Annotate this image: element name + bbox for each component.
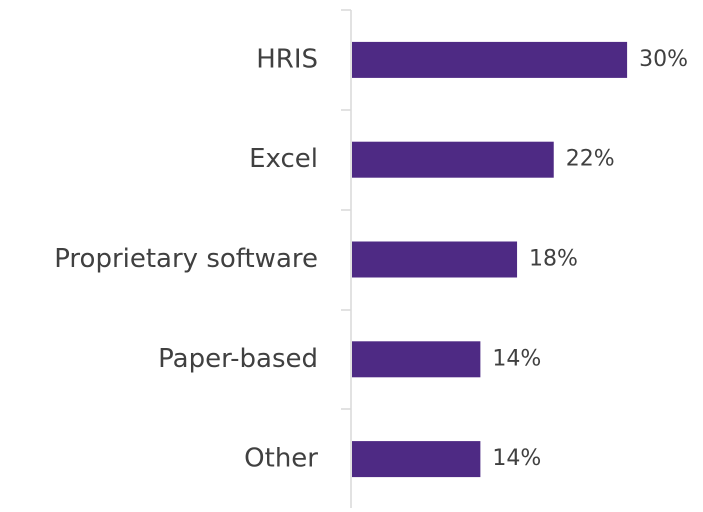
bar	[352, 241, 518, 278]
bar	[352, 141, 554, 178]
bar	[352, 41, 628, 78]
bar	[352, 441, 481, 478]
category-label: Other	[244, 444, 318, 474]
value-label: 14%	[492, 346, 541, 371]
value-label: 22%	[566, 147, 615, 172]
category-label: HRIS	[256, 44, 318, 74]
category-label: Proprietary software	[54, 244, 318, 274]
category-label: Paper-based	[158, 344, 318, 374]
value-label: 18%	[529, 247, 578, 272]
bar	[352, 341, 481, 378]
category-label: Excel	[249, 144, 318, 174]
value-label: 30%	[639, 47, 688, 72]
value-label: 14%	[492, 446, 541, 471]
category-axis	[341, 9, 352, 508]
